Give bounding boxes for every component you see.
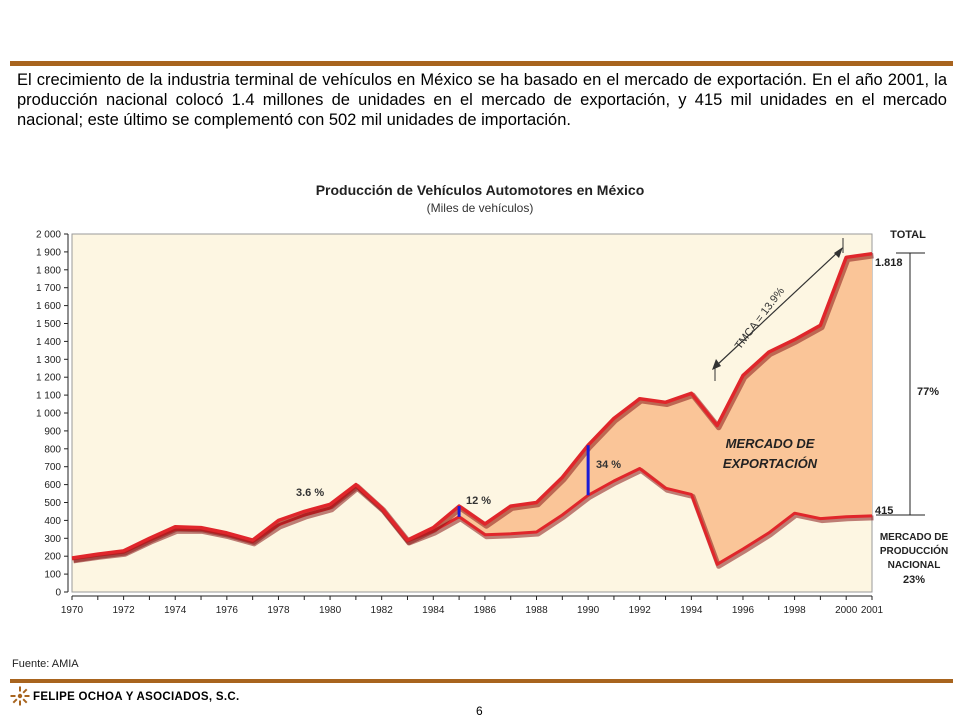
y-axis: 0 100 200 300 400 500 600 700 800 900 1 000 1 100 1 …	[36, 230, 69, 599]
x-tick-label: 1994	[680, 605, 703, 616]
export-share: 77%	[917, 386, 939, 398]
top-rule	[10, 61, 953, 66]
growth-arrow-head-start	[712, 359, 721, 370]
y-tick-label: 1 800	[36, 265, 61, 276]
bottom-rule	[10, 679, 953, 683]
national-label-line1: MERCADO DE	[880, 532, 949, 543]
share-label-1985: 12 %	[466, 495, 491, 507]
company-logo-icon	[10, 686, 30, 706]
y-tick-label: 900	[44, 426, 61, 437]
export-label-line2: EXPORTACIÓN	[723, 456, 818, 471]
x-tick-label: 1970	[61, 605, 84, 616]
share-label-1990: 34 %	[596, 459, 621, 471]
y-tick-label: 1 900	[36, 247, 61, 258]
x-tick-label: 1980	[319, 605, 342, 616]
x-tick-label: 2001	[861, 605, 884, 616]
x-tick-label: 1982	[371, 605, 394, 616]
production-chart: 0 100 200 300 400 500 600 700 800 900 1 000 1 100 1 …	[36, 229, 949, 616]
y-tick-label: 2 000	[36, 230, 61, 241]
x-tick-label: 1986	[474, 605, 497, 616]
page-number: 6	[476, 704, 483, 718]
y-tick-label: 1 200	[36, 373, 61, 384]
y-tick-label: 200	[44, 552, 61, 563]
y-tick-label: 1 700	[36, 283, 61, 294]
national-value: 415	[875, 505, 893, 517]
x-tick-label: 2000	[835, 605, 858, 616]
x-tick-label: 1988	[525, 605, 548, 616]
y-tick-label: 600	[44, 480, 61, 491]
national-label-line2: PRODUCCIÓN	[880, 544, 948, 557]
y-tick-label: 800	[44, 444, 61, 455]
y-tick-label: 1 400	[36, 337, 61, 348]
y-tick-label: 1 000	[36, 409, 61, 420]
x-tick-label: 1996	[732, 605, 755, 616]
source-note: Fuente: AMIA	[12, 658, 79, 670]
company-name: FELIPE OCHOA Y ASOCIADOS, S.C.	[33, 691, 240, 703]
growth-arrow	[716, 251, 839, 366]
total-production-line	[71, 251, 873, 560]
national-label-line3: NACIONAL	[888, 560, 941, 571]
x-tick-label: 1974	[164, 605, 187, 616]
x-tick-label: 1976	[216, 605, 239, 616]
intro-paragraph: El crecimiento de la industria terminal …	[17, 71, 947, 129]
y-tick-label: 300	[44, 534, 61, 545]
total-value: 1.818	[875, 257, 903, 269]
y-tick-label: 1 600	[36, 301, 61, 312]
y-tick-label: 700	[44, 462, 61, 473]
y-tick-label: 100	[44, 570, 61, 581]
share-label-1980: 3.6 %	[296, 487, 324, 499]
growth-arrow-head-end	[834, 247, 843, 258]
y-tick-label: 500	[44, 498, 61, 509]
national-share: 23%	[903, 574, 925, 586]
export-share-bg	[912, 382, 942, 398]
y-tick-label: 400	[44, 516, 61, 527]
x-tick-label: 1972	[112, 605, 135, 616]
export-label-line1: MERCADO DE	[726, 436, 815, 451]
y-tick-label: 1 300	[36, 355, 61, 366]
x-tick-label: 1998	[783, 605, 806, 616]
chart-title: Producción de Vehículos Automotores en M…	[315, 182, 645, 198]
x-tick-label: 1990	[577, 605, 600, 616]
x-tick-label: 1992	[629, 605, 652, 616]
y-tick-label: 1 500	[36, 319, 61, 330]
x-tick-label: 1984	[422, 605, 445, 616]
export-market-area	[72, 253, 872, 565]
total-header: TOTAL	[890, 229, 926, 241]
y-tick-label: 1 100	[36, 391, 61, 402]
y-tick-label: 0	[55, 588, 61, 599]
x-tick-label: 1978	[267, 605, 290, 616]
chart-subtitle: (Miles de vehículos)	[426, 201, 534, 215]
x-axis: 1970 1972 1974 1976 1978 1980 1982 1984 1986 1988…	[61, 595, 884, 616]
